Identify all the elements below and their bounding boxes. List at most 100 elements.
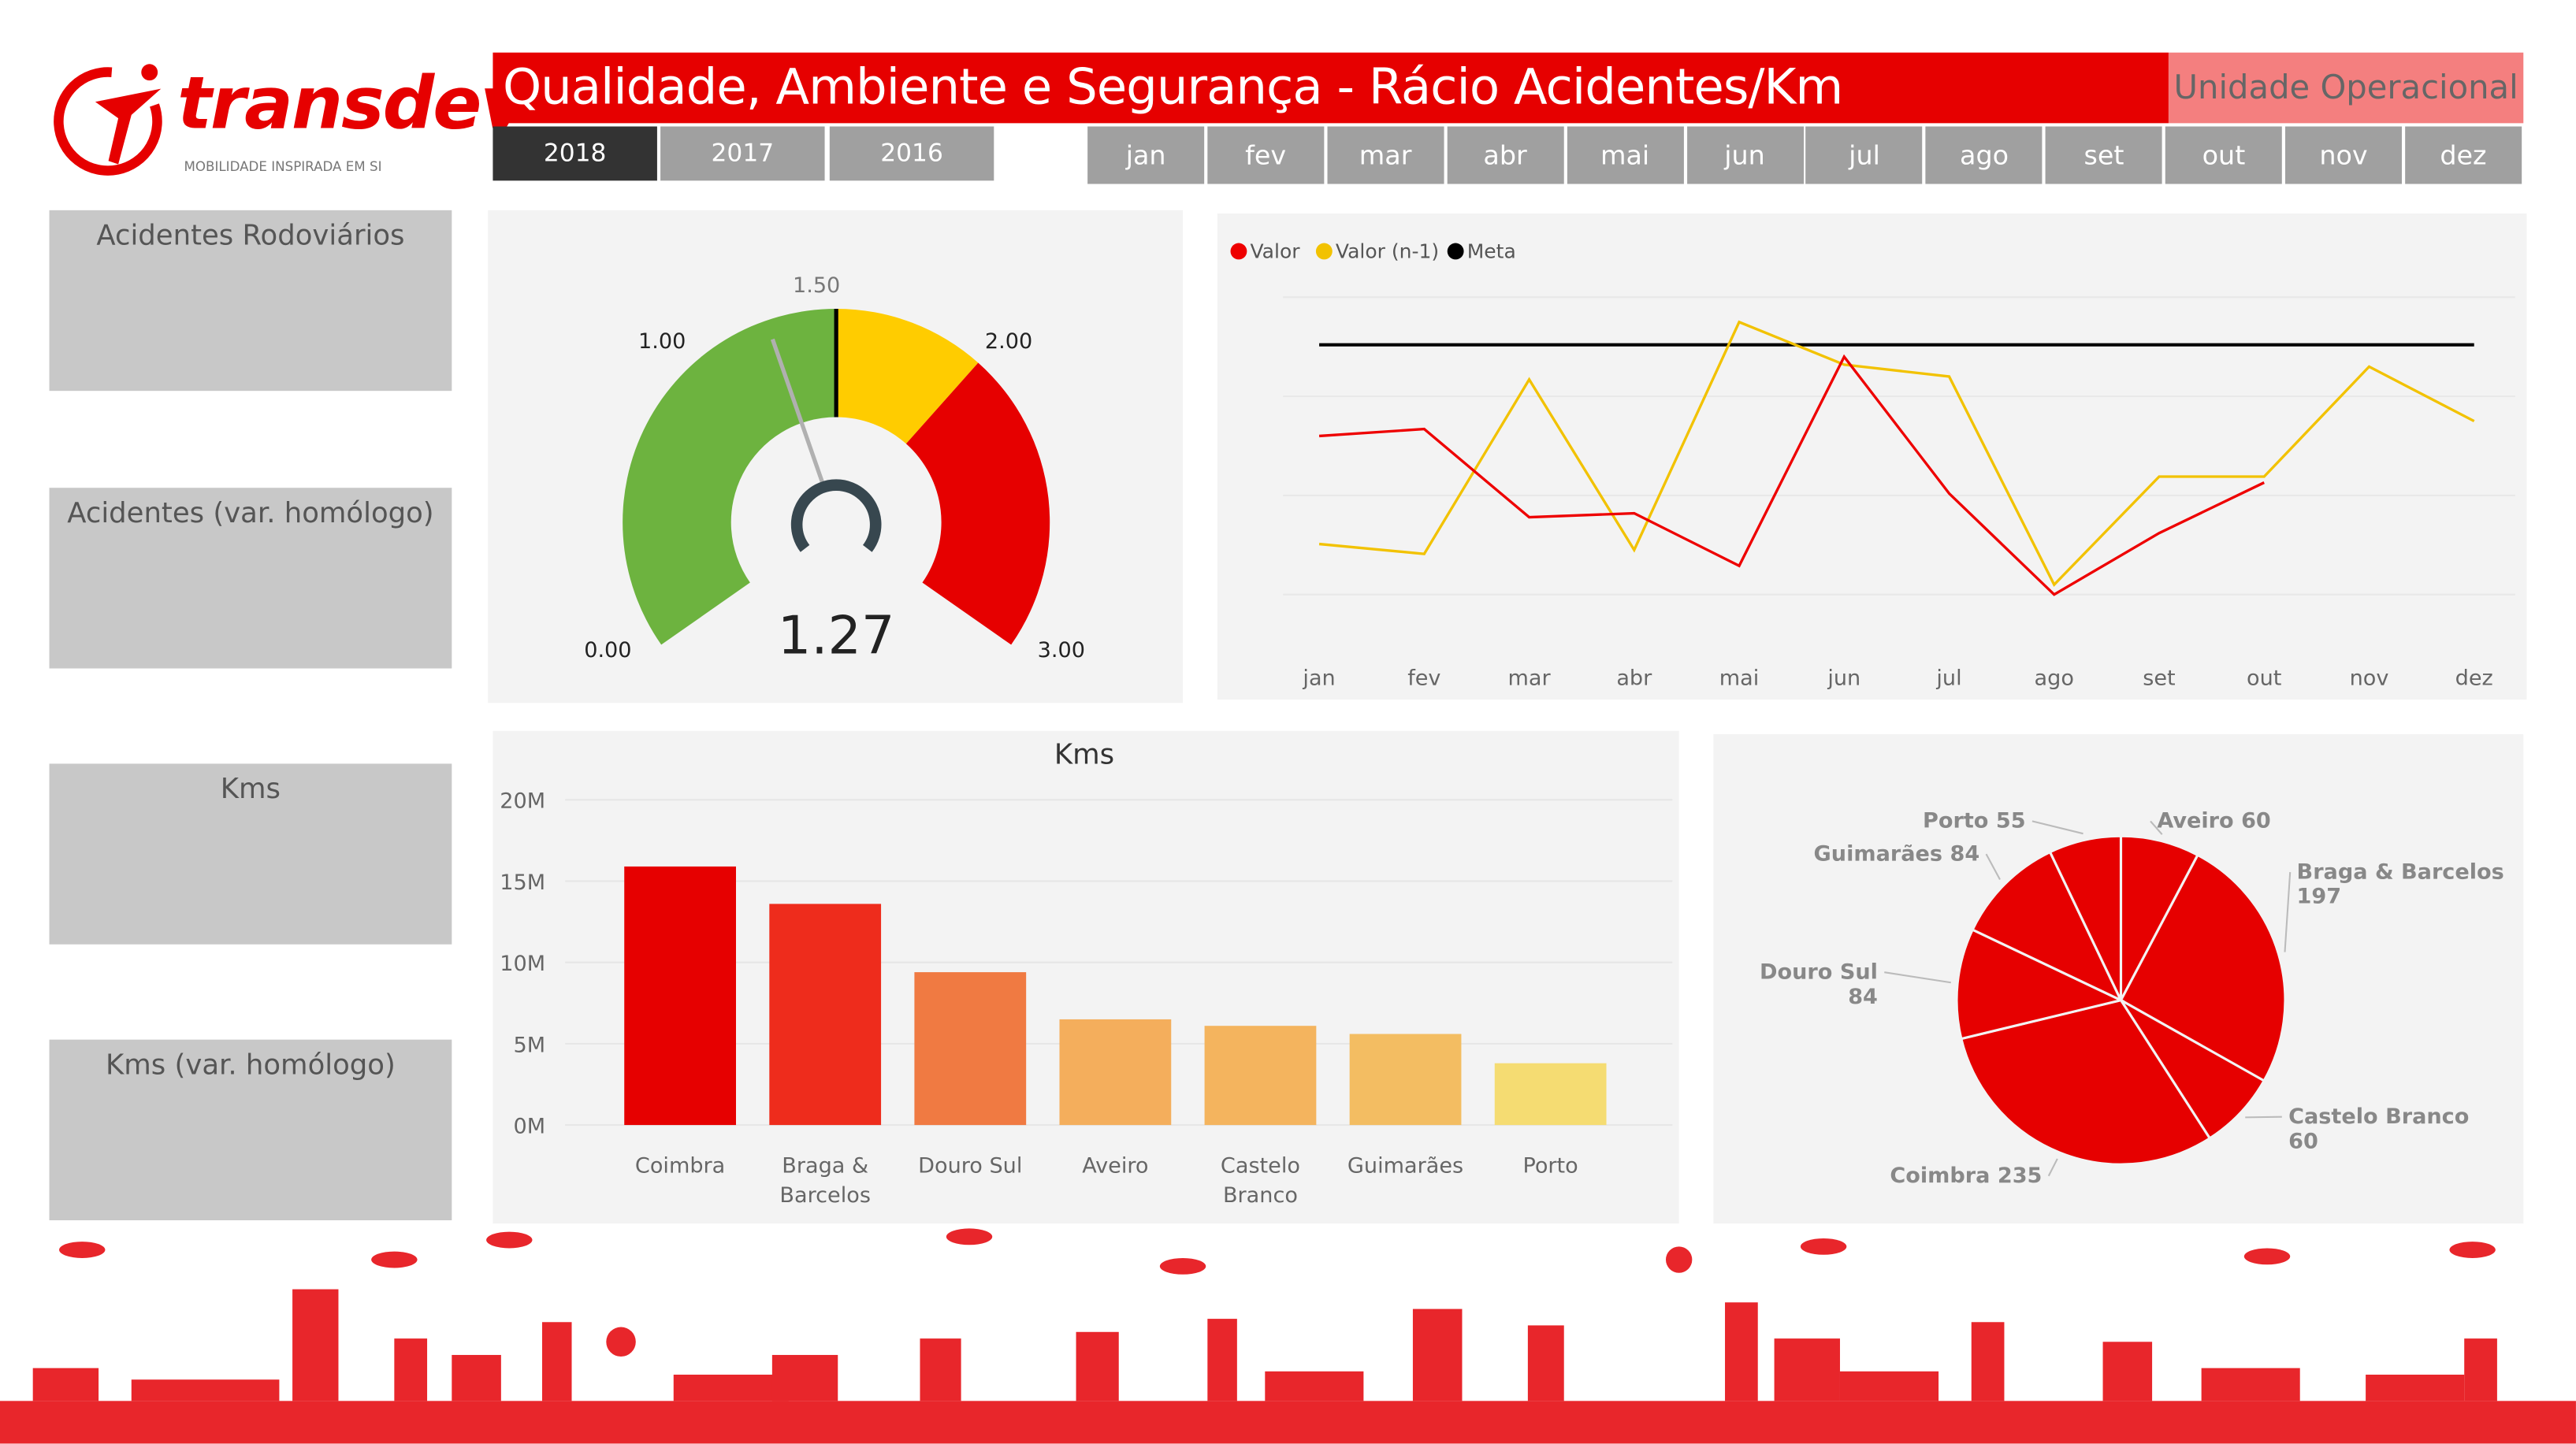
legend-marker — [1230, 243, 1247, 260]
building-icon — [920, 1338, 961, 1401]
pie-slice-aveiro — [2119, 834, 2200, 1001]
x-tick-label: fev — [1407, 666, 1440, 690]
building-icon — [1207, 1319, 1237, 1401]
x-tick-label: nov — [2350, 666, 2389, 690]
month-mar-button[interactable]: mar — [1327, 126, 1444, 184]
x-tick-label: dez — [2455, 666, 2493, 690]
y-tick-label: 0M — [514, 1115, 546, 1139]
gauge-tick-label: 3.00 — [1038, 638, 1085, 663]
x-tick-label: abr — [1616, 666, 1652, 690]
card-title: Acidentes (var. homólogo) — [67, 497, 434, 531]
month-jan-button[interactable]: jan — [1087, 126, 1205, 184]
pie-leader-line — [2031, 820, 2083, 835]
logo-mark-icon — [54, 64, 162, 176]
legend-label: Valor (n-1) — [1336, 239, 1439, 262]
building-icon — [1839, 1371, 1939, 1401]
month-mai-button[interactable]: mai — [1567, 126, 1684, 184]
month-jun-button[interactable]: jun — [1686, 126, 1804, 184]
logo-tagline: MOBILIDADE INSPIRADA EM SI — [184, 159, 382, 174]
building-icon — [2102, 1342, 2153, 1401]
card-kms-var: Kms (var. homólogo) — [49, 1039, 452, 1221]
ground-band — [0, 1401, 2576, 1444]
x-tick-label: jan — [1302, 666, 1335, 690]
bar-coimbra — [624, 866, 736, 1126]
gauge-tick-label: 1.50 — [793, 273, 840, 298]
legend-label: Meta — [1467, 239, 1516, 262]
bar-castelo-branco — [1204, 1026, 1317, 1126]
pie-data-label: 84 — [1848, 985, 1878, 1009]
building-icon — [452, 1354, 501, 1401]
x-tick-label: Coimbra — [635, 1154, 725, 1179]
bar-chart-panel: Kms 0M 5M 10M 15M 20M Coimbra Braga & Barcelos Do… — [493, 730, 1679, 1224]
x-tick-label: jun — [1827, 666, 1860, 690]
building-icon — [131, 1379, 280, 1401]
gauge-needle — [770, 338, 827, 489]
pie-data-label: Guimarães 84 — [1814, 841, 1980, 866]
pie-leader-line — [2047, 1158, 2058, 1177]
pie-slice-castelo-branco — [2120, 999, 2266, 1141]
bar-guimar-es — [1349, 1034, 1462, 1126]
legend-label: Valor — [1251, 239, 1301, 262]
month-out-button[interactable]: out — [2165, 126, 2282, 184]
gauge-panel: 1.27 0.00 1.00 1.50 2.00 3.00 — [488, 210, 1184, 703]
month-fev-button[interactable]: fev — [1207, 126, 1325, 184]
month-ago-button[interactable]: ago — [1926, 126, 2043, 184]
card-kms: Kms — [49, 763, 452, 945]
gauge-tick-label: 0.00 — [584, 638, 631, 663]
x-tick-label: Braga & — [782, 1154, 868, 1179]
building-icon — [32, 1368, 99, 1401]
building-icon — [673, 1374, 789, 1401]
series-line-valor-n-1- — [1318, 320, 2475, 587]
gauge-band-1 — [836, 308, 979, 444]
pie-slice-porto — [2048, 834, 2123, 1001]
x-tick-label: Branco — [1223, 1183, 1298, 1208]
pie-data-label: 197 — [2297, 885, 2342, 909]
card-title: Kms — [220, 773, 281, 807]
building-icon — [2464, 1338, 2497, 1401]
pie-chart-panel: Aveiro 60 Braga & Barcelos 197 Castelo Bran… — [1713, 733, 2524, 1224]
month-nov-button[interactable]: nov — [2284, 126, 2402, 184]
building-icon — [1971, 1322, 2005, 1401]
pie-data-label: Braga & Barcelos — [2297, 859, 2504, 884]
building-icon — [394, 1338, 428, 1401]
pie-leader-line — [2284, 871, 2292, 952]
pie-leader-line — [2150, 820, 2163, 835]
pie-leader-line — [1884, 971, 1951, 984]
year-2018-button[interactable]: 2018 — [493, 126, 657, 181]
page-title: Qualidade, Ambiente e Segurança - Rácio … — [493, 52, 2169, 124]
x-tick-label: Douro Sul — [918, 1154, 1022, 1179]
series-line-valor — [1318, 354, 2265, 596]
building-icon — [2366, 1374, 2465, 1401]
transdev-logo: transdev MOBILIDADE INSPIRADA EM SI — [46, 56, 527, 180]
month-dez-button[interactable]: dez — [2404, 126, 2522, 184]
bar-porto — [1494, 1063, 1607, 1126]
tree-icon — [606, 1327, 636, 1357]
cloud-icon — [486, 1231, 533, 1249]
year-2016-button[interactable]: 2016 — [829, 126, 994, 181]
building-icon — [1412, 1309, 1463, 1401]
month-abr-button[interactable]: abr — [1447, 126, 1564, 184]
cloud-icon — [371, 1251, 418, 1268]
pie-data-label: Coimbra 235 — [1890, 1164, 2042, 1188]
cloud-icon — [946, 1228, 993, 1245]
x-tick-label: Castelo — [1221, 1154, 1300, 1179]
building-icon — [1076, 1331, 1119, 1401]
year-2017-button[interactable]: 2017 — [660, 126, 825, 181]
unidade-operacional-button[interactable]: Unidade Operacional — [2168, 52, 2524, 124]
pie-data-label: Aveiro 60 — [2157, 809, 2270, 833]
line-chart-panel: Valor Valor (n-1) Meta jan fev mar abr mai jun ju… — [1217, 213, 2527, 700]
bar-braga-barcelos — [769, 904, 882, 1126]
logo-brand: transdev — [177, 62, 527, 147]
y-tick-label: 5M — [514, 1033, 546, 1057]
gauge-tick-label: 1.00 — [638, 329, 686, 354]
building-icon — [292, 1289, 339, 1401]
y-tick-label: 10M — [500, 952, 545, 976]
month-jul-button[interactable]: jul — [1806, 126, 1924, 184]
month-set-button[interactable]: set — [2045, 126, 2162, 184]
pie-leader-line — [2245, 1115, 2282, 1119]
card-acidentes-rodoviarios: Acidentes Rodoviários — [49, 210, 452, 392]
y-tick-label: 20M — [500, 789, 545, 814]
building-icon — [2201, 1368, 2300, 1401]
pie-data-label: Castelo Branco — [2288, 1104, 2469, 1129]
